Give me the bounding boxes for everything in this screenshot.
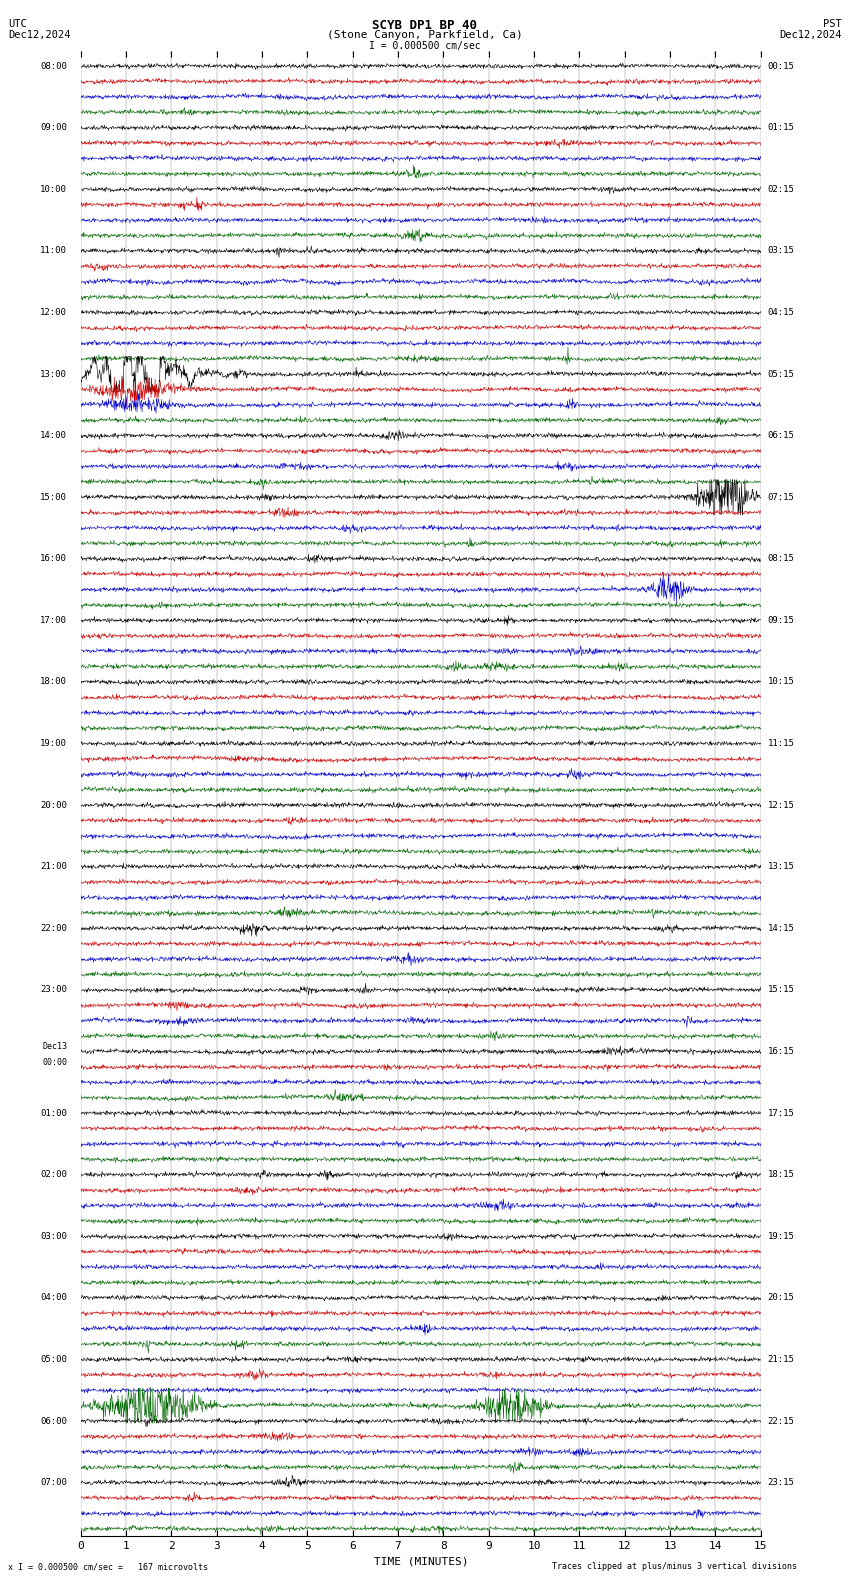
Text: 14:00: 14:00 [40,431,67,440]
Text: 01:15: 01:15 [768,124,795,131]
Text: 10:15: 10:15 [768,678,795,686]
Text: 23:15: 23:15 [768,1478,795,1487]
Text: 17:00: 17:00 [40,616,67,624]
Text: 05:00: 05:00 [40,1354,67,1364]
Text: 04:15: 04:15 [768,307,795,317]
Text: (Stone Canyon, Parkfield, Ca): (Stone Canyon, Parkfield, Ca) [327,30,523,40]
Text: 20:15: 20:15 [768,1293,795,1302]
Text: 13:15: 13:15 [768,862,795,871]
Text: 07:00: 07:00 [40,1478,67,1487]
Text: 22:00: 22:00 [40,923,67,933]
Text: 08:00: 08:00 [40,62,67,71]
Text: 16:15: 16:15 [768,1047,795,1057]
Text: 01:00: 01:00 [40,1109,67,1118]
Text: Traces clipped at plus/minus 3 vertical divisions: Traces clipped at plus/minus 3 vertical … [552,1562,797,1571]
Text: 07:15: 07:15 [768,493,795,502]
Text: 03:00: 03:00 [40,1232,67,1240]
Text: I = 0.000500 cm/sec: I = 0.000500 cm/sec [369,41,481,51]
Text: 18:15: 18:15 [768,1171,795,1178]
Text: 08:15: 08:15 [768,554,795,564]
Text: 15:00: 15:00 [40,493,67,502]
Text: 06:15: 06:15 [768,431,795,440]
Text: 13:00: 13:00 [40,369,67,379]
Text: Dec12,2024: Dec12,2024 [8,30,71,40]
Text: 12:15: 12:15 [768,800,795,809]
Text: PST: PST [823,19,842,29]
Text: 00:15: 00:15 [768,62,795,71]
Text: 10:00: 10:00 [40,185,67,193]
Text: Dec12,2024: Dec12,2024 [779,30,842,40]
Text: 02:00: 02:00 [40,1171,67,1178]
Text: x I = 0.000500 cm/sec =   167 microvolts: x I = 0.000500 cm/sec = 167 microvolts [8,1562,208,1571]
Text: 09:15: 09:15 [768,616,795,624]
Text: 03:15: 03:15 [768,247,795,255]
X-axis label: TIME (MINUTES): TIME (MINUTES) [373,1557,468,1567]
Text: 21:00: 21:00 [40,862,67,871]
Text: 06:00: 06:00 [40,1416,67,1426]
Text: 16:00: 16:00 [40,554,67,564]
Text: 00:00: 00:00 [42,1058,67,1066]
Text: 02:15: 02:15 [768,185,795,193]
Text: 04:00: 04:00 [40,1293,67,1302]
Text: 09:00: 09:00 [40,124,67,131]
Text: Dec13: Dec13 [42,1042,67,1052]
Text: 19:00: 19:00 [40,740,67,748]
Text: SCYB DP1 BP 40: SCYB DP1 BP 40 [372,19,478,32]
Text: 14:15: 14:15 [768,923,795,933]
Text: 22:15: 22:15 [768,1416,795,1426]
Text: 20:00: 20:00 [40,800,67,809]
Text: 19:15: 19:15 [768,1232,795,1240]
Text: 15:15: 15:15 [768,985,795,995]
Text: 17:15: 17:15 [768,1109,795,1118]
Text: 12:00: 12:00 [40,307,67,317]
Text: 05:15: 05:15 [768,369,795,379]
Text: UTC: UTC [8,19,27,29]
Text: 18:00: 18:00 [40,678,67,686]
Text: 11:15: 11:15 [768,740,795,748]
Text: 21:15: 21:15 [768,1354,795,1364]
Text: 23:00: 23:00 [40,985,67,995]
Text: 11:00: 11:00 [40,247,67,255]
